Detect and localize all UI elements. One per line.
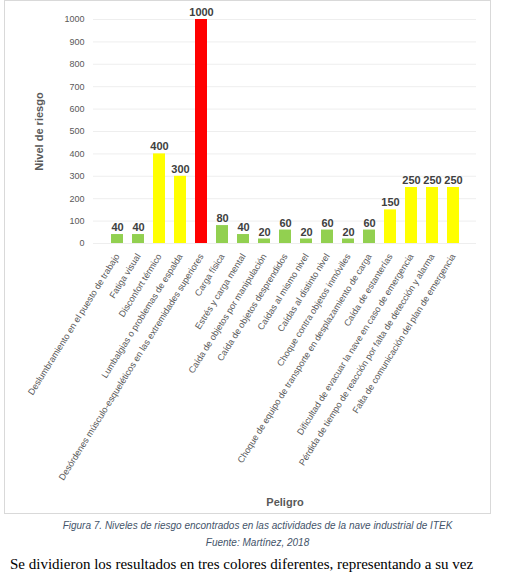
svg-text:40: 40 (132, 221, 144, 233)
svg-text:400: 400 (150, 140, 168, 152)
svg-text:Lumbalgias o problemas de espa: Lumbalgias o problemas de espalda (100, 252, 185, 380)
svg-text:Caídas al mismo nivel: Caídas al mismo nivel (255, 251, 311, 332)
html-text:Se dividieron los resultados e: Se dividieron los resultados en tres col… (10, 556, 474, 572)
svg-text:Pérdida de tiempo de reacción: Pérdida de tiempo de reacción por falta … (297, 252, 437, 467)
svg-text:Caídas al distinto nivel: Caídas al distinto nivel (275, 251, 332, 334)
svg-text:Carga física: Carga física (192, 251, 227, 298)
svg-text:60: 60 (363, 217, 375, 229)
svg-text:100: 100 (69, 216, 84, 226)
svg-text:60: 60 (321, 217, 333, 229)
svg-text:0: 0 (79, 238, 84, 248)
svg-text:Peligro: Peligro (266, 496, 304, 508)
svg-text:Falta de comunicación del plan: Falta de comunicación del plan de emerge… (351, 252, 458, 415)
svg-text:Desórdenes músculo-esquelético: Desórdenes músculo-esqueléticos en las e… (57, 251, 206, 482)
svg-text:60: 60 (279, 217, 291, 229)
svg-text:Caída de objetos por manipulac: Caída de objetos por manipulación (186, 252, 268, 375)
svg-text:900: 900 (69, 37, 84, 47)
svg-text:700: 700 (69, 82, 84, 92)
svg-text:500: 500 (69, 126, 84, 136)
svg-text:150: 150 (381, 196, 399, 208)
svg-text:40: 40 (111, 221, 123, 233)
svg-text:200: 200 (69, 194, 84, 204)
svg-text:Choque de equipo de transporte: Choque de equipo de transporte en despla… (235, 251, 374, 465)
svg-text:300: 300 (69, 171, 84, 181)
svg-text:300: 300 (171, 163, 189, 175)
svg-text:40: 40 (237, 221, 249, 233)
svg-text:Nivel de riesgo: Nivel de riesgo (33, 92, 45, 171)
svg-text:250: 250 (444, 174, 462, 186)
svg-text:250: 250 (423, 174, 441, 186)
svg-text:Deslumbramiento en el puesto d: Deslumbramiento en el puesto de trabajo (25, 251, 122, 397)
svg-text:250: 250 (402, 174, 420, 186)
svg-text:1000: 1000 (64, 14, 84, 24)
svg-text:20: 20 (342, 226, 354, 238)
svg-text:Caída de objetos desprendidos: Caída de objetos desprendidos (215, 251, 290, 363)
svg-text:Estrés y carga mental: Estrés y carga mental (193, 251, 248, 331)
svg-text:Choque contra objetos inmóvile: Choque contra objetos inmóviles (275, 251, 353, 368)
svg-text:Dificultad de evacuar la nave: Dificultad de evacuar la nave en caso de… (295, 251, 416, 437)
html-text:Figura 7. Niveles de riesgo en: Figura 7. Niveles de riesgo encontrados … (62, 520, 453, 531)
svg-text:1000: 1000 (189, 6, 213, 18)
svg-text:600: 600 (69, 104, 84, 114)
svg-text:400: 400 (69, 149, 84, 159)
svg-text:Disconfort térmico: Disconfort térmico (116, 251, 164, 319)
svg-text:Caída de estanterías: Caída de estanterías (341, 251, 395, 329)
svg-text:Fatiga visual: Fatiga visual (107, 251, 143, 301)
html-text:Fuente: Martínez, 2018: Fuente: Martínez, 2018 (205, 537, 310, 548)
svg-text:80: 80 (216, 212, 228, 224)
svg-text:20: 20 (258, 226, 270, 238)
svg-text:800: 800 (69, 59, 84, 69)
svg-text:20: 20 (300, 226, 312, 238)
